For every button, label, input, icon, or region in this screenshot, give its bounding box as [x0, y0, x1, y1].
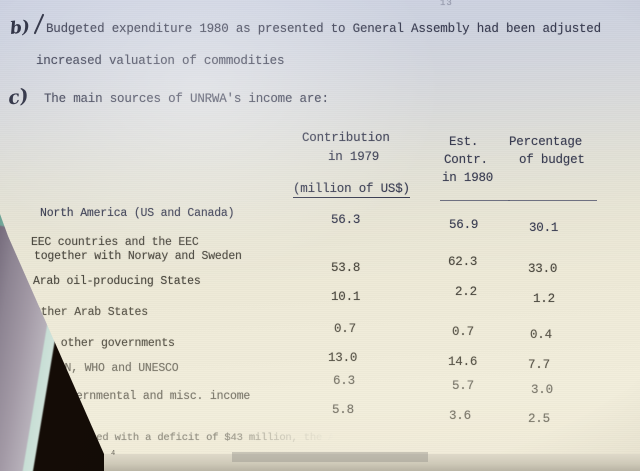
table-header-units: (million of US$) — [293, 182, 410, 198]
table-header-percentage-line-2: of budget — [519, 153, 585, 167]
table-cell-estimate: 5.7 — [452, 379, 474, 393]
table-cell-estimate: 3.6 — [449, 409, 471, 423]
table-header-contribution-line-1: Contribution — [302, 131, 390, 145]
table-header-est-line-1: Est. — [449, 135, 479, 149]
table-cell-estimate: 62.3 — [448, 255, 478, 269]
handwritten-marker-b: b) — [9, 17, 31, 39]
table-header-rule-col2 — [440, 200, 510, 201]
table-cell-percentage: 2.5 — [528, 412, 550, 426]
table-cell-contribution: 13.0 — [328, 351, 358, 365]
table-cell-estimate: 2.2 — [455, 285, 477, 299]
table-header-percentage-line-1: Percentage — [509, 135, 583, 149]
table-header-est-line-2: Contr. — [444, 153, 488, 167]
table-cell-contribution: 56.3 — [331, 213, 361, 227]
paragraph-b-line-1: Budgeted expenditure 1980 as presented t… — [46, 22, 601, 36]
document-page: 13 b) Budgeted expenditure 1980 as prese… — [0, 0, 640, 454]
table-cell-contribution: 6.3 — [333, 374, 355, 388]
table-cell-percentage: 7.7 — [528, 358, 550, 372]
bottom-window-strip — [104, 454, 640, 471]
footer-text: Faced with a deficit of $43 million, the… — [78, 432, 335, 444]
table-cell-estimate: 14.6 — [448, 355, 478, 369]
table-cell-contribution: 10.1 — [331, 290, 361, 304]
bottom-scroll-track[interactable] — [232, 452, 428, 462]
table-header-est-line-3: in 1980 — [442, 171, 494, 185]
table-row-sublabel: together with Norway and Sweden — [34, 250, 242, 263]
page-number: 13 — [440, 0, 453, 8]
table-row: Arab oil-producing States — [33, 275, 201, 288]
table-row: EEC countries and the EEC — [31, 236, 199, 249]
table-cell-estimate: 0.7 — [452, 325, 474, 339]
table-cell-contribution: 53.8 — [331, 261, 361, 275]
corner-mark: 4 — [111, 450, 116, 458]
table-row: North America (US and Canada) — [40, 207, 235, 220]
handwritten-slash-icon — [33, 13, 45, 35]
table-cell-percentage: 1.2 — [533, 292, 555, 306]
table-cell-percentage: 0.4 — [530, 328, 552, 342]
table-header-rule-col3 — [508, 200, 597, 201]
table-cell-contribution: 0.7 — [334, 322, 356, 336]
table-cell-contribution: 5.8 — [332, 403, 354, 417]
table-header-contribution-line-2: in 1979 — [328, 150, 380, 164]
paragraph-b-line-2: increased valuation of commodities — [36, 54, 285, 68]
handwritten-marker-c: c) — [6, 84, 31, 110]
table-row: Other Arab States — [34, 306, 148, 319]
table-cell-percentage: 30.1 — [529, 221, 559, 235]
table-cell-percentage: 33.0 — [528, 262, 558, 276]
paragraph-c-line-1: The main sources of UNRWA's income are: — [44, 92, 329, 106]
document-content: 13 b) Budgeted expenditure 1980 as prese… — [6, 0, 601, 444]
table-cell-estimate: 56.9 — [449, 218, 479, 232]
table-cell-percentage: 3.0 — [531, 383, 553, 397]
